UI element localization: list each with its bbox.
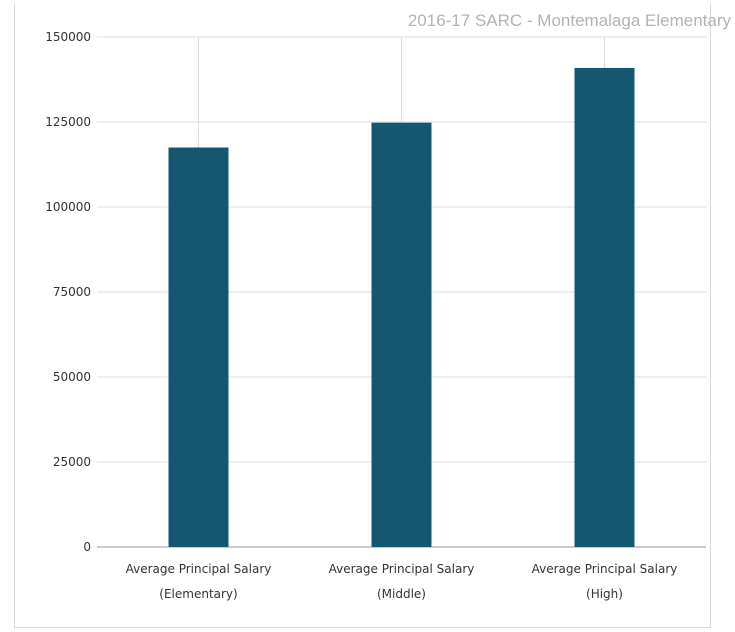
bar-2[interactable]: [371, 122, 432, 548]
bar-3[interactable]: [574, 67, 635, 547]
y-tick-label: 25000: [53, 455, 91, 469]
y-tick-label: 125000: [45, 115, 91, 129]
chart-title: 2016-17 SARC - Montemalaga Elementary: [408, 11, 732, 30]
x-tick-label: (High): [586, 587, 623, 601]
bar-layer: [168, 67, 635, 548]
y-tick-label: 100000: [45, 200, 91, 214]
axis-layer: 0 25000 50000 75000 100000 125000 150000 Averag…: [45, 30, 677, 601]
x-tick-label: Average Principal Salary: [329, 562, 475, 576]
x-tick-label: Average Principal Salary: [126, 562, 272, 576]
y-tick-label: 50000: [53, 370, 91, 384]
y-tick-label: 0: [83, 540, 91, 554]
y-tick-label: 150000: [45, 30, 91, 44]
bar-1[interactable]: [168, 147, 229, 548]
x-tick-label: (Middle): [377, 587, 426, 601]
y-tick-label: 75000: [53, 285, 91, 299]
x-tick-label: Average Principal Salary: [532, 562, 678, 576]
x-tick-label: (Elementary): [159, 587, 237, 601]
